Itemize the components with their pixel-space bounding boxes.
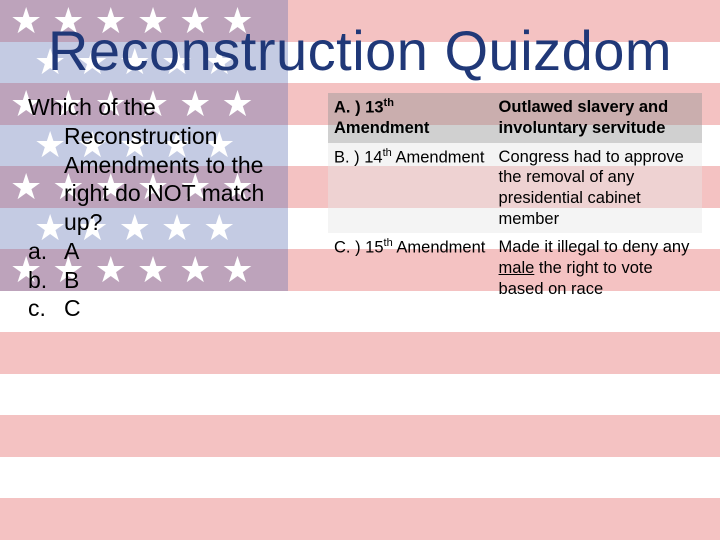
answer-table: A. ) 13th AmendmentOutlawed slavery and …	[328, 93, 702, 303]
table-cell-amendment: B. ) 14th Amendment	[328, 143, 493, 234]
question-stem-l2: Reconstruction	[28, 122, 328, 151]
option-text: B	[64, 266, 79, 295]
option-text: C	[64, 294, 81, 323]
question-stem-l4: right do NOT match	[28, 179, 328, 208]
option-row: a.A	[28, 237, 328, 266]
question-stem-l1: Which of the	[28, 93, 328, 122]
option-text: A	[64, 237, 79, 266]
question-stem-l5: up?	[28, 208, 328, 237]
question-stem-l3: Amendments to the	[28, 151, 328, 180]
option-row: c.C	[28, 294, 328, 323]
option-letter: c.	[28, 294, 64, 323]
question-column: Which of the Reconstruction Amendments t…	[28, 93, 328, 323]
table-row: C. ) 15th AmendmentMade it illegal to de…	[328, 233, 702, 303]
table-cell-description: Congress had to approve the removal of a…	[493, 143, 702, 234]
answer-table-column: A. ) 13th AmendmentOutlawed slavery and …	[328, 93, 702, 323]
body-area: Which of the Reconstruction Amendments t…	[0, 83, 720, 323]
option-letter: a.	[28, 237, 64, 266]
table-row: B. ) 14th AmendmentCongress had to appro…	[328, 143, 702, 234]
table-row: A. ) 13th AmendmentOutlawed slavery and …	[328, 93, 702, 143]
table-cell-amendment: A. ) 13th Amendment	[328, 93, 493, 143]
option-row: b.B	[28, 266, 328, 295]
table-cell-description: Outlawed slavery and involuntary servitu…	[493, 93, 702, 143]
slide-content: Reconstruction Quizdom Which of the Reco…	[0, 0, 720, 540]
table-cell-amendment: C. ) 15th Amendment	[328, 233, 493, 303]
table-cell-description: Made it illegal to deny any male the rig…	[493, 233, 702, 303]
page-title: Reconstruction Quizdom	[0, 0, 720, 83]
option-letter: b.	[28, 266, 64, 295]
